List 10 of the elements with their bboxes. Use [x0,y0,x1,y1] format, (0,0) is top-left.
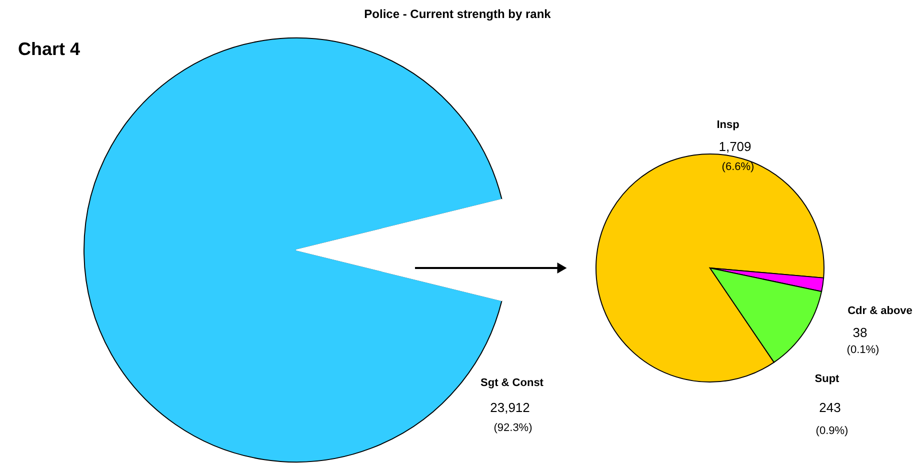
caption: Chart 4 [18,39,80,59]
data-label: 243 (0.9%) [816,400,848,437]
slice-label: Insp [716,119,740,131]
data-label: 1,709 (6.6%) [718,139,754,173]
data-label: 23,912 (92.3%) [490,400,532,434]
chart-title: Police - Current strength by rank [364,7,552,21]
slice-label: Supt [814,373,840,385]
slice-label: Sgt & Const [480,377,544,389]
data-label: 38 (0.1%) [846,325,880,356]
slice-label: Cdr & above [848,305,912,317]
